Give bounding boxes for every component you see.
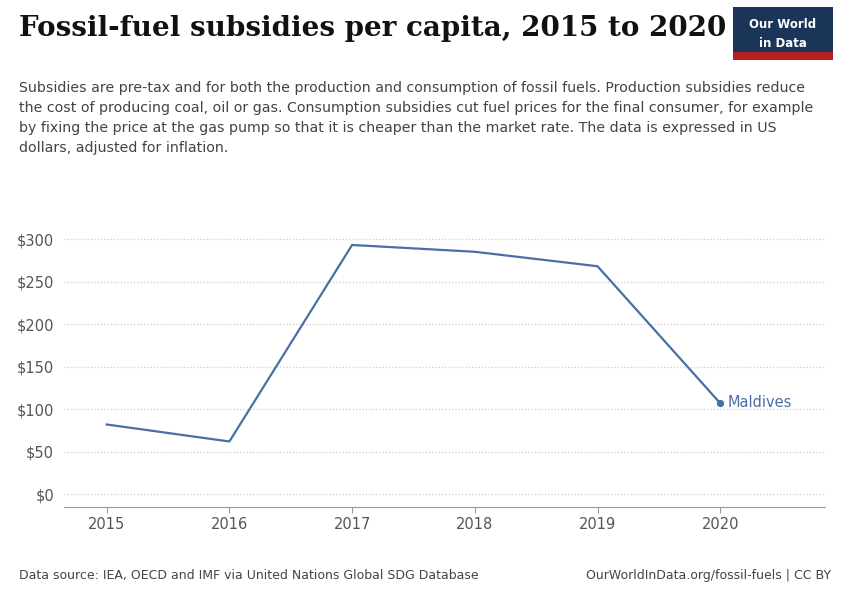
Text: in Data: in Data <box>759 37 807 50</box>
Text: Maldives: Maldives <box>728 395 792 410</box>
Text: Fossil-fuel subsidies per capita, 2015 to 2020: Fossil-fuel subsidies per capita, 2015 t… <box>19 15 726 42</box>
Text: Our World: Our World <box>750 18 816 31</box>
Text: Subsidies are pre-tax and for both the production and consumption of fossil fuel: Subsidies are pre-tax and for both the p… <box>19 81 813 155</box>
Text: Data source: IEA, OECD and IMF via United Nations Global SDG Database: Data source: IEA, OECD and IMF via Unite… <box>19 569 479 582</box>
Point <box>713 398 727 408</box>
Text: OurWorldInData.org/fossil-fuels | CC BY: OurWorldInData.org/fossil-fuels | CC BY <box>586 569 831 582</box>
